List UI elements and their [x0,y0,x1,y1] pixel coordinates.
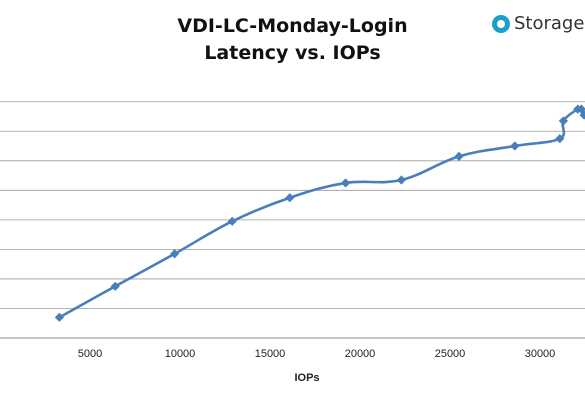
data-point-marker [510,141,520,151]
x-tick-label: 20000 [345,348,376,360]
logo-icon [492,14,510,33]
x-tick-label: 5000 [78,348,102,360]
data-point-marker [110,281,120,291]
data-point-marker [170,249,180,259]
data-point-marker [396,175,406,185]
data-point-marker [285,193,295,203]
x-tick-label: 10000 [165,348,196,360]
x-tick-label: 30000 [525,348,556,360]
data-point-marker [341,178,351,188]
series-line [58,106,585,319]
storage-logo: Storage [492,13,584,34]
data-point-marker [576,104,585,114]
data-point-marker [227,216,237,226]
chart-subtitle: Latency vs. IOPs [204,42,381,64]
x-tick-label: 25000 [435,348,466,360]
logo-text: Storage [514,13,585,34]
data-point-marker [579,110,585,120]
data-point-marker [54,312,64,322]
data-point-marker [454,151,464,161]
data-point-marker [558,116,568,126]
chart-title: VDI-LC-Monday-Login [177,15,408,37]
x-axis-title: IOPs [294,372,319,384]
data-point-marker [555,134,565,144]
x-tick-label: 15000 [255,348,286,360]
